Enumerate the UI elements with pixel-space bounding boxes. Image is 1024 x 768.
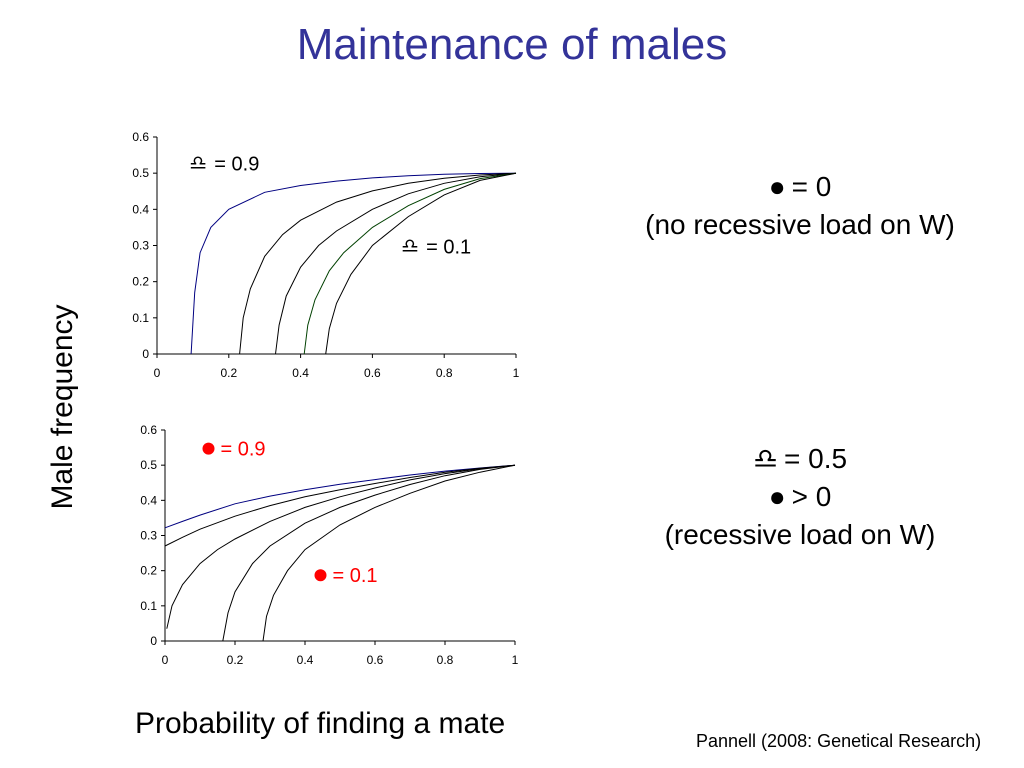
- series-line-1: [164, 464, 516, 529]
- x-tick-label: 1: [513, 366, 520, 380]
- red-dot-icon: [202, 442, 215, 455]
- slide-title: Maintenance of males: [296, 20, 728, 69]
- citation: Pannell (2008: Genetical Research): [696, 731, 982, 751]
- x-tick-label: 1: [512, 653, 519, 667]
- note-bottom-line3: (recessive load on W): [664, 519, 936, 550]
- y-tick-label: 0.2: [140, 564, 157, 578]
- note-top: ● = 0 (no recessive load on W): [560, 168, 1024, 244]
- y-tick-label: 0.4: [132, 202, 149, 216]
- series-line-3: [166, 464, 516, 629]
- y-tick-label: 0.3: [140, 529, 157, 543]
- x-tick-label: 0.2: [220, 366, 237, 380]
- note-bottom: ♎ = 0.5 ● > 0 (recessive load on W): [560, 440, 1024, 554]
- chart-top: 0 0.1 0.2 0.3 0.4 0.5 0.6 0 0.2 0.4 0.6 0.8 1 ♎ = 0.9 ♎…: [132, 130, 520, 380]
- x-tick-label: 0.8: [437, 653, 454, 667]
- series-line-4: [303, 172, 517, 355]
- y-tick-label: 0: [150, 634, 157, 648]
- series-line-1: [190, 172, 517, 355]
- y-tick-label: 0.4: [140, 493, 157, 507]
- y-tick-label: 0.1: [140, 599, 157, 613]
- dot-icon: ●: [768, 171, 786, 202]
- annotation-label: = 0.1: [333, 565, 378, 587]
- note-top-line1-text: = 0: [791, 171, 832, 202]
- chart-bottom: 0 0.1 0.2 0.3 0.4 0.5 0.6 0 0.2 0.4 0.6 0.8 1 = 0.9 = …: [140, 423, 519, 667]
- x-tick-label: 0: [162, 653, 169, 667]
- y-tick-label: 0.2: [132, 275, 149, 289]
- note-bottom-line2: ● > 0: [560, 478, 1024, 516]
- series-line-2: [164, 464, 516, 547]
- x-tick-label: 0: [154, 366, 161, 380]
- x-tick-label: 0.4: [297, 653, 314, 667]
- y-axis-label: Male frequency: [46, 304, 79, 510]
- note-bottom-line2-text: > 0: [791, 481, 832, 512]
- note-bottom-line1-text: = 0.5: [784, 443, 848, 474]
- x-tick-label: 0.6: [367, 653, 384, 667]
- series-line-2: [239, 172, 517, 355]
- annotation-label: = 0.1: [426, 237, 471, 259]
- y-tick-label: 0.1: [132, 311, 149, 325]
- y-tick-label: 0.5: [132, 166, 149, 180]
- annotation-label: = 0.9: [221, 439, 266, 461]
- y-tick-label: 0.6: [132, 130, 149, 144]
- y-tick-label: 0.3: [132, 239, 149, 253]
- libra-icon: ♎: [401, 236, 419, 258]
- note-top-line2: (no recessive load on W): [645, 209, 955, 240]
- x-tick-label: 0.4: [292, 366, 309, 380]
- annotation-label: = 0.9: [214, 154, 259, 176]
- y-tick-label: 0: [142, 347, 149, 361]
- series-line-5: [262, 464, 516, 642]
- x-tick-label: 0.6: [364, 366, 381, 380]
- x-tick-label: 0.8: [436, 366, 453, 380]
- series-line-5: [325, 172, 517, 355]
- y-tick-label: 0.6: [140, 423, 157, 437]
- x-tick-label: 0.2: [227, 653, 244, 667]
- red-dot-icon: [314, 569, 327, 582]
- dot-icon: ●: [768, 481, 786, 512]
- series-line-4: [222, 464, 516, 642]
- libra-icon: ♎: [752, 443, 779, 474]
- y-tick-label: 0.5: [140, 458, 157, 472]
- x-axis-label: Probability of finding a mate: [135, 707, 506, 740]
- libra-icon: ♎: [189, 153, 207, 175]
- note-bottom-line1: ♎ = 0.5: [560, 440, 1024, 478]
- series-line-3: [275, 172, 517, 355]
- note-top-line1: ● = 0: [560, 168, 1024, 206]
